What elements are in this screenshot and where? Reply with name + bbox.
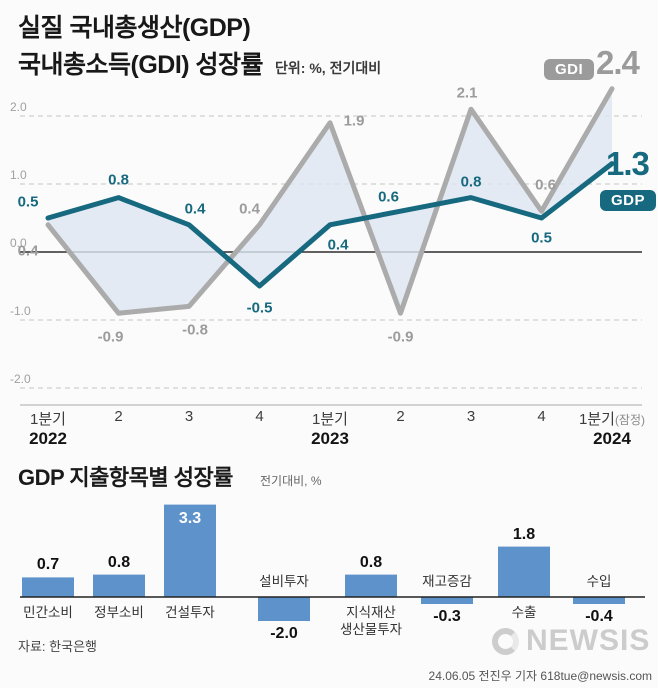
credit-line: 24.06.05 전진우 기자 618tue@newsis.com [428, 669, 652, 683]
bar [573, 597, 625, 604]
gdp-line [45, 161, 615, 289]
watermark-text: NEWSIS [526, 624, 651, 657]
gdi-line [45, 86, 615, 316]
newsis-watermark: NEWSIS [492, 624, 650, 658]
bar [498, 546, 550, 597]
bar-chart-title: GDP 지출항목별 성장률 [18, 465, 233, 490]
gdi-final-value: 2.4 [596, 44, 640, 81]
title-line2: 국내총소득(GDI) 성장률 [18, 51, 264, 79]
gdp-gdi-fill-area [48, 88, 612, 314]
unit-note: 단위: %, 전기대비 [275, 60, 382, 76]
newsis-logo-icon [492, 627, 519, 655]
title-line1: 실질 국내총생산(GDP) [18, 14, 251, 42]
gdi-series-badge: GDI [544, 59, 595, 80]
source-note: 자료: 한국은행 [18, 639, 97, 654]
title-line2-row: 국내총소득(GDI) 성장률 단위: %, 전기대비 [18, 47, 381, 87]
gdp-final-value: 1.3 [606, 145, 650, 182]
bar [258, 597, 310, 621]
bar [164, 504, 216, 597]
bar [93, 574, 145, 597]
bar [22, 577, 74, 597]
bar [421, 597, 473, 604]
gdp-series-badge: GDP [600, 190, 657, 211]
bar [345, 574, 397, 597]
bar-chart-unit: 전기대비, % [260, 474, 322, 488]
page-title: 실질 국내총생산(GDP) 국내총소득(GDI) 성장률 단위: %, 전기대비 [18, 10, 381, 87]
